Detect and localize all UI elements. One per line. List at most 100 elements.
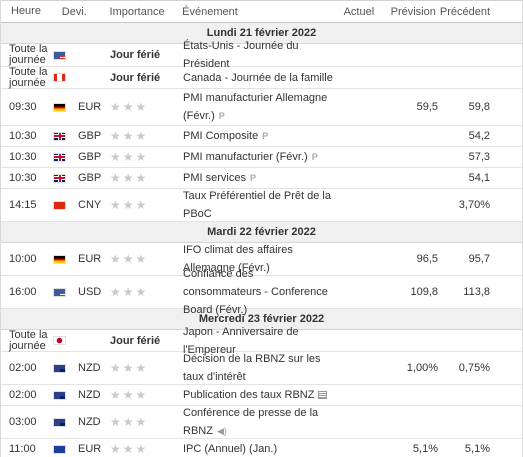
event-cell[interactable]: Conférence de presse de la RBNZ ◀) (182, 404, 334, 440)
event-currency: EUR (78, 101, 102, 113)
importance-stars: ★ ★ ★ (108, 361, 182, 375)
event-cell[interactable]: PMI manufacturier Allemagne (Févr.) P (182, 89, 334, 125)
flag-gb-icon (53, 152, 75, 162)
flag-cn-icon (53, 200, 75, 210)
event-row[interactable]: 02:00 NZD ★ ★ ★ Publication des taux RBNZ (1, 385, 522, 406)
event-cell[interactable]: PMI Composite P (182, 127, 334, 145)
event-cell[interactable]: Décision de la RBNZ sur les taux d'intér… (182, 350, 334, 386)
event-time: 10:30 (9, 171, 37, 184)
event-name[interactable]: PMI manufacturier Allemagne (Févr.) (183, 92, 328, 122)
event-name[interactable]: IPC (Annuel) (Jan.) (183, 443, 278, 455)
star-icon: ★ (110, 150, 121, 164)
star-icon: ★ (135, 100, 147, 114)
flag-us-icon (53, 287, 75, 297)
flag-de-icon (53, 254, 75, 264)
holiday-label: Jour férié (110, 49, 161, 61)
preliminary-icon: P (249, 173, 256, 183)
event-previous: 0,75% (458, 362, 490, 374)
event-previous: 95,7 (468, 253, 490, 265)
event-cell[interactable]: Canada - Journée de la famille (182, 69, 334, 87)
event-name[interactable]: Confiance des consommateurs - Conference… (183, 268, 328, 316)
flag-nz-icon (53, 363, 75, 373)
event-name[interactable]: États-Unis - Journée du Président (183, 40, 299, 70)
event-row[interactable]: 02:00 NZD ★ ★ ★ Décision de la RBNZ sur les t… (1, 352, 522, 385)
star-icon: ★ (110, 198, 121, 212)
event-cell[interactable]: Confiance des consommateurs - Conference… (182, 265, 334, 319)
star-icon: ★ (122, 129, 134, 143)
importance-stars: ★ ★ ★ (108, 415, 182, 429)
event-name[interactable]: Décision de la RBNZ sur les taux d'intér… (183, 353, 321, 383)
event-cell[interactable]: Japon - Anniversaire de l'Empereur (182, 323, 334, 359)
event-row[interactable]: 10:00 EUR ★ ★ ★ IFO climat des affaires Allem… (1, 243, 522, 276)
calendar-header: Heure Devi. Importance Événement Actuel … (1, 1, 522, 23)
event-name[interactable]: IFO climat des affaires Allemagne (Févr.… (183, 244, 293, 274)
event-cell[interactable]: Taux Préférentiel de Prêt de la PBoC (182, 187, 334, 223)
star-icon: ★ (110, 171, 121, 185)
date-row: Lundi 21 février 2022 (1, 23, 522, 44)
event-currency: NZD (78, 416, 101, 428)
header-previous[interactable]: Précédent (439, 5, 491, 18)
event-name[interactable]: PMI Composite (183, 130, 259, 142)
event-currency: EUR (78, 253, 102, 265)
event-name[interactable]: PMI services (183, 172, 246, 184)
event-row[interactable]: Toute la journée Jour férié Canada - Journ… (1, 65, 522, 89)
event-row[interactable]: Toute la journée Jour férié Japon - Annive… (1, 326, 522, 356)
importance-stars: ★ ★ ★ (108, 198, 182, 212)
header-time[interactable]: Heure (11, 5, 41, 17)
event-name[interactable]: Japon - Anniversaire de l'Empereur (183, 325, 299, 356)
event-time: 03:00 (9, 415, 37, 428)
event-cell[interactable]: Publication des taux RBNZ (182, 386, 334, 404)
event-row[interactable]: Toute la journée Jour férié États-Unis - J… (1, 40, 522, 70)
event-forecast: 96,5 (416, 253, 438, 265)
star-icon: ★ (110, 388, 121, 402)
header-actual[interactable]: Actuel (343, 5, 375, 18)
event-row[interactable]: 16:00 USD ★ ★ ★ Confiance des consommateurs -… (1, 268, 522, 316)
event-row[interactable]: 09:30 EUR ★ ★ ★ PMI manufacturier Allemagne (… (1, 89, 522, 126)
flag-nz-icon (53, 417, 75, 427)
event-time: 16:00 (9, 285, 37, 298)
event-currency: GBP (78, 130, 102, 142)
event-row[interactable]: 10:30 GBP ★ ★ ★ PMI services P 54,1 (1, 168, 522, 189)
header-importance[interactable]: Importance (109, 5, 165, 18)
flag-eu-icon (53, 444, 75, 454)
star-icon: ★ (122, 415, 134, 429)
event-name[interactable]: PMI manufacturier (Févr.) (183, 151, 308, 163)
header-event[interactable]: Événement (182, 5, 238, 18)
event-name[interactable]: Publication des taux RBNZ (183, 389, 315, 401)
event-name[interactable]: Taux Préférentiel de Prêt de la PBoC (183, 190, 331, 220)
event-name[interactable]: Conférence de presse de la RBNZ (183, 407, 319, 437)
event-time: Toute la journée (9, 65, 48, 89)
star-icon: ★ (110, 252, 121, 266)
star-icon: ★ (135, 171, 147, 185)
event-time: Toute la journée (9, 43, 48, 66)
star-icon: ★ (110, 361, 121, 375)
star-icon: ★ (122, 100, 134, 114)
flag-ca-icon (53, 73, 75, 82)
event-row[interactable]: 10:30 GBP ★ ★ ★ PMI manufacturier (Févr.) P 57,… (1, 147, 522, 168)
star-icon: ★ (122, 388, 134, 402)
importance-stars: ★ ★ ★ (108, 285, 182, 299)
event-row[interactable]: 10:30 GBP ★ ★ ★ PMI Composite P 54,2 (1, 126, 522, 147)
header-currency[interactable]: Devi. (61, 5, 87, 18)
event-row[interactable]: 14:15 CNY ★ ★ ★ Taux Préférentiel de Prêt de … (1, 189, 522, 222)
event-cell[interactable]: IPC (Annuel) (Jan.) (182, 440, 334, 457)
event-previous: 3,70% (458, 199, 490, 211)
event-row[interactable]: 11:00 EUR ★ ★ ★ IPC (Annuel) (Jan.) 5,1% 5,1% (1, 439, 522, 457)
event-name[interactable]: Canada - Journée de la famille (183, 71, 333, 84)
star-icon: ★ (122, 198, 134, 212)
flag-gb-icon (53, 173, 75, 183)
event-time: 10:30 (9, 129, 37, 142)
holiday-label: Jour férié (110, 71, 161, 84)
event-cell[interactable]: PMI manufacturier (Févr.) P (182, 148, 334, 166)
event-cell[interactable]: PMI services P (182, 169, 334, 187)
star-icon: ★ (110, 129, 121, 143)
importance-stars: ★ ★ ★ (108, 388, 182, 402)
star-icon: ★ (122, 285, 134, 299)
preliminary-icon: P (311, 152, 318, 162)
event-row[interactable]: 03:00 NZD ★ ★ ★ Conférence de presse de la RB… (1, 406, 522, 439)
header-forecast[interactable]: Prévision (390, 5, 436, 18)
event-cell[interactable]: IFO climat des affaires Allemagne (Févr.… (182, 241, 334, 277)
event-time: 02:00 (9, 388, 37, 401)
event-cell[interactable]: États-Unis - Journée du Président (182, 37, 334, 73)
calendar-body: Lundi 21 février 2022 Toute la journée Jou… (1, 23, 522, 457)
